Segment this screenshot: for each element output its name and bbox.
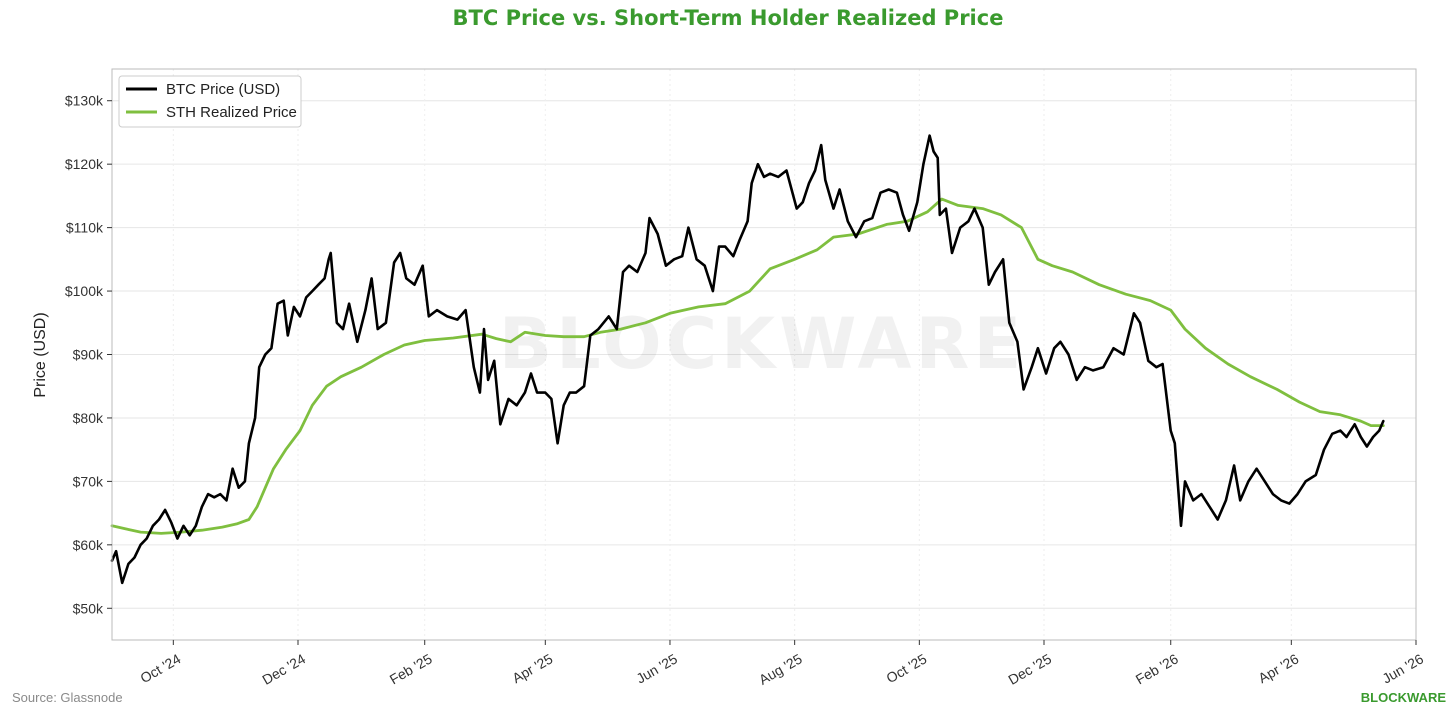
legend-label-sth: STH Realized Price [166, 104, 297, 121]
chart-title: BTC Price vs. Short-Term Holder Realized… [452, 6, 1004, 30]
y-tick-label: $130k [65, 93, 104, 109]
y-tick-label: $60k [73, 537, 104, 553]
x-tick-label: Dec '24 [259, 650, 308, 687]
y-tick-label: $50k [73, 600, 104, 616]
brand-logo-text: BLOCKWARE [1360, 690, 1446, 705]
y-tick-label: $90k [73, 347, 104, 363]
x-tick-label: Feb '25 [387, 650, 435, 687]
y-tick-label: $70k [73, 473, 104, 489]
sth-realized-price-line [110, 197, 1385, 535]
watermark: BLOCKWARE [499, 303, 1026, 385]
y-axis-ticks: $50k $60k $70k $80k $90k $100k $110k $120k $130k [65, 93, 112, 616]
x-tick-label: Feb '26 [1133, 650, 1181, 687]
x-tick-label: Jun '25 [633, 650, 680, 686]
x-tick-label: Oct '24 [137, 650, 183, 686]
x-tick-label: Jun '26 [1379, 650, 1426, 686]
legend: BTC Price (USD) STH Realized Price [118, 75, 302, 128]
x-tick-label: Oct '25 [883, 650, 929, 686]
y-tick-label: $110k [66, 220, 104, 236]
x-axis-ticks: Oct '24 Dec '24 Feb '25 Apr '25 Jun '25 Aug '… [137, 640, 1426, 688]
x-tick-label: Apr '26 [1255, 650, 1301, 686]
y-tick-label: $80k [73, 410, 104, 426]
legend-box [118, 75, 302, 128]
y-axis-label: Price (USD) [32, 312, 49, 397]
y-tick-label: $120k [65, 156, 104, 172]
legend-label-btc: BTC Price (USD) [166, 81, 280, 98]
source-note: Source: Glassnode [12, 690, 123, 705]
x-tick-label: Dec '25 [1005, 650, 1054, 687]
series-lines [110, 134, 1385, 585]
btc-price-line [110, 134, 1385, 585]
x-tick-label: Apr '25 [509, 650, 555, 686]
x-tick-label: Aug '25 [756, 650, 805, 687]
y-tick-label: $100k [65, 283, 104, 299]
